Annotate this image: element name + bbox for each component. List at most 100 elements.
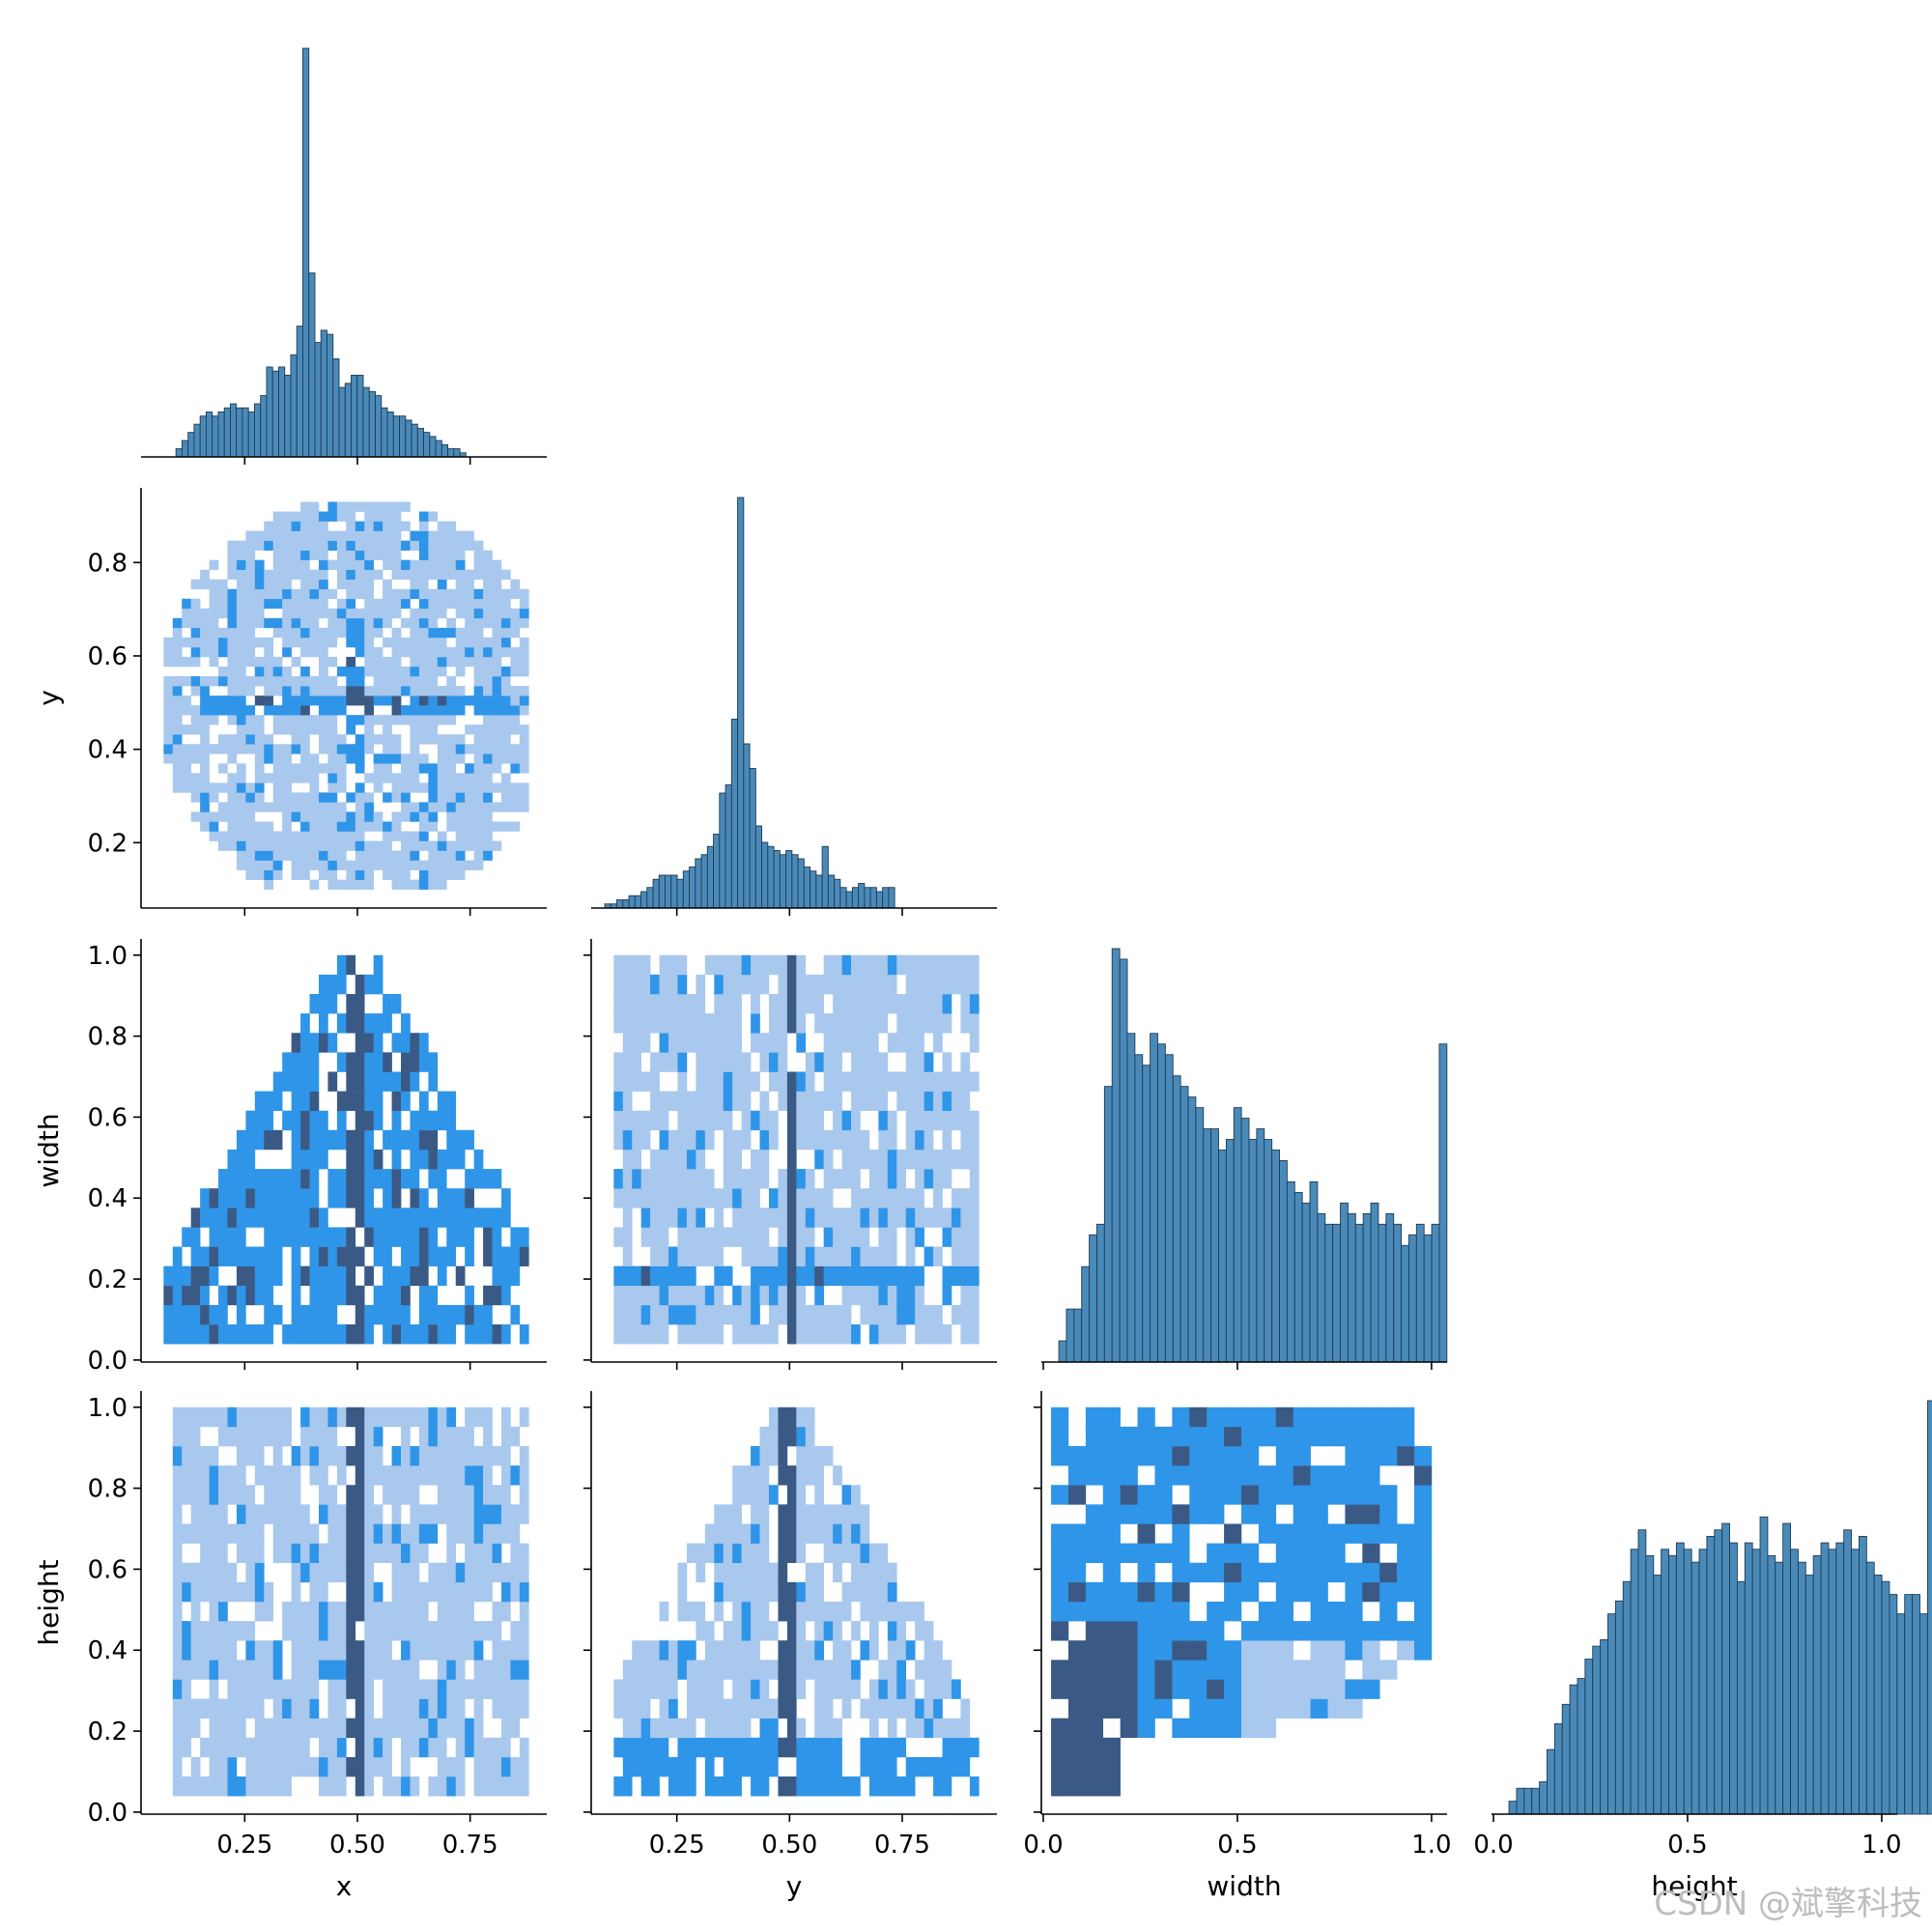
heatmap-bin (868, 1149, 879, 1170)
heatmap-bin (410, 1504, 420, 1524)
heatmap-bin (254, 1660, 265, 1680)
heatmap-bin (677, 954, 688, 976)
heatmap-bin (383, 1208, 392, 1228)
heatmap-bin (942, 1071, 952, 1092)
heatmap-bin (327, 656, 338, 668)
heatmap-bin (696, 974, 706, 995)
heatmap-bin (1189, 1446, 1208, 1466)
hist-bar (1653, 1575, 1662, 1815)
heatmap-bin (969, 1110, 980, 1131)
heatmap-bin (741, 954, 752, 976)
heatmap-bin (245, 792, 256, 803)
heatmap-bin (668, 1679, 678, 1699)
heatmap-bin (272, 1446, 283, 1466)
heatmap-bin (1258, 1504, 1277, 1524)
heatmap-bin (264, 540, 274, 551)
heatmap-bin (483, 1679, 493, 1699)
heatmap-bin (428, 676, 439, 687)
heatmap-bin (227, 1581, 238, 1603)
heatmap-bin (686, 1110, 696, 1131)
hist-bar (1271, 1150, 1280, 1363)
heatmap-bin (291, 773, 301, 783)
heatmap-bin (814, 1465, 824, 1486)
heatmap-bin (500, 1208, 511, 1228)
heatmap-bin (1310, 1640, 1328, 1661)
heatmap-bin (823, 1679, 834, 1699)
heatmap-bin (915, 1129, 924, 1151)
heatmap-bin (428, 1621, 439, 1641)
heatmap-bin (942, 1265, 952, 1287)
heatmap-bin (437, 686, 447, 696)
heatmap-bin (1172, 1679, 1190, 1699)
heatmap-bin (868, 1621, 879, 1641)
heatmap-bin (841, 1033, 852, 1053)
heatmap-bin (1137, 1543, 1155, 1564)
watermark-text: CSDN @斌擎科技 (1654, 1885, 1922, 1923)
heatmap-bin (282, 666, 292, 677)
heatmap-bin (677, 1033, 688, 1053)
heatmap-bin (1154, 1581, 1173, 1603)
heatmap-bin (300, 1052, 310, 1072)
heatmap-bin (200, 569, 210, 581)
heatmap-bin (254, 579, 265, 590)
heatmap-bin (227, 1756, 238, 1777)
heatmap-bin (1172, 1465, 1190, 1486)
heatmap-bin (272, 763, 283, 774)
heatmap-bin (759, 1285, 770, 1306)
heatmap-bin (291, 696, 301, 706)
heatmap-bin (650, 994, 660, 1014)
heatmap-bin (418, 1581, 429, 1603)
heatmap-bin (851, 1129, 861, 1151)
heatmap-bin (401, 637, 411, 648)
heatmap-bin (418, 550, 429, 560)
heatmap-bin (300, 1208, 310, 1228)
heatmap-bin (391, 773, 402, 783)
heatmap-bin (346, 569, 356, 581)
heatmap-bin (500, 1265, 511, 1287)
heatmap-bin (272, 617, 283, 629)
hist-bar (1370, 1202, 1379, 1363)
heatmap-bin (391, 559, 402, 571)
heatmap-bin (327, 686, 338, 696)
heatmap-bin (1258, 1406, 1277, 1428)
heatmap-bin (391, 608, 402, 619)
heatmap-bin (236, 569, 246, 581)
hist-bar (320, 329, 327, 458)
heatmap-bin (346, 1188, 356, 1208)
heatmap-bin (696, 1324, 706, 1345)
heatmap-bin (227, 831, 238, 841)
heatmap-bin (759, 1149, 770, 1170)
heatmap-bin (446, 1246, 457, 1266)
heatmap-bin (391, 530, 402, 541)
heatmap-bin (732, 1581, 742, 1603)
heatmap-bin (510, 1543, 521, 1564)
heatmap-bin (1207, 1621, 1225, 1641)
heatmap-bin (1067, 1523, 1087, 1544)
heatmap-bin (704, 1304, 715, 1325)
heatmap-bin (905, 1601, 916, 1622)
heatmap-bin (300, 598, 310, 610)
heatmap-bin (659, 1601, 669, 1622)
heatmap-bin (860, 1504, 870, 1524)
heatmap-bin (786, 1718, 797, 1739)
heatmap-bin (483, 1324, 493, 1345)
heatmap-bin (741, 1324, 752, 1345)
y-tick-label: 0.2 (88, 829, 128, 858)
hist-bar (1340, 1202, 1349, 1363)
heatmap-bin (245, 734, 256, 745)
heatmap-bin (915, 974, 924, 995)
heatmap-bin (741, 1110, 752, 1131)
heatmap-bin (172, 1718, 183, 1739)
heatmap-bin (768, 1621, 779, 1641)
heatmap-bin (291, 1465, 301, 1486)
heatmap-bin (668, 1304, 678, 1325)
heatmap-bin (300, 744, 310, 754)
hist-bar (665, 874, 672, 909)
heatmap-bin (346, 1640, 356, 1661)
heatmap-bin (465, 1465, 474, 1486)
heatmap-bin (309, 1208, 320, 1228)
heatmap-bin (686, 1246, 696, 1266)
heatmap-bin (364, 879, 374, 890)
